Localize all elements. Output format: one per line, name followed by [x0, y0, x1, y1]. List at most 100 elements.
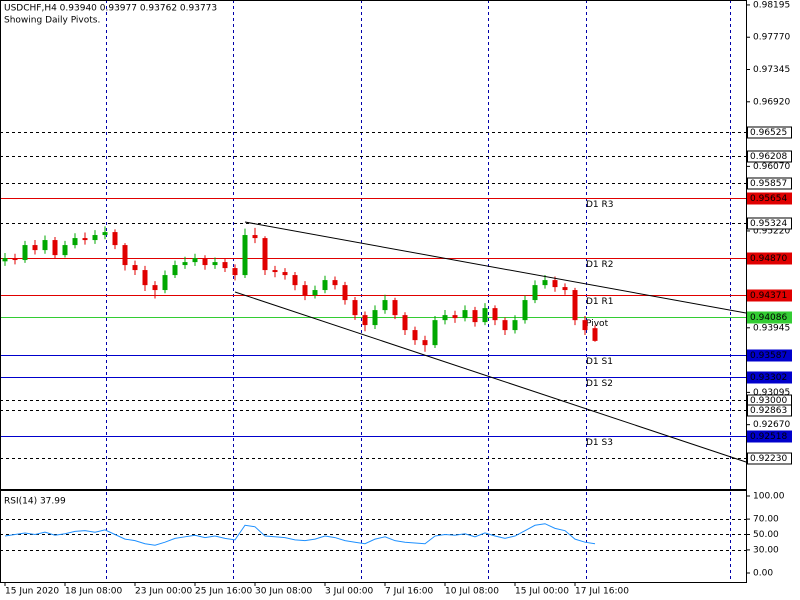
level-name: D1 R3 — [586, 200, 614, 210]
level-price-box — [747, 430, 792, 443]
chart-subtitle: Showing Daily Pivots. — [4, 16, 100, 26]
pivot-levels: D1 R3 D1 R2 D1 R1 Pivot D1 S1 D1 S2 D1 S3 — [0, 132, 746, 459]
candle-body — [22, 245, 28, 261]
candle-body — [342, 285, 348, 301]
candle-body — [232, 268, 238, 276]
y-tick-label: 70.00 — [753, 515, 779, 525]
x-tick-label: 15 Jun 2020 — [5, 587, 59, 597]
level-name: D1 R2 — [586, 260, 614, 270]
x-tick-label: 18 Jun 08:00 — [65, 587, 122, 597]
candle-body — [412, 330, 418, 341]
candle-body — [292, 275, 298, 286]
level-name: D1 S2 — [586, 379, 613, 389]
level-price-label: 0.92230 — [750, 454, 787, 464]
candle-body — [552, 280, 558, 288]
rsi-pane — [0, 519, 746, 551]
candle-body — [242, 235, 248, 276]
candle-body — [102, 232, 108, 236]
candle-body — [522, 300, 528, 321]
y-tick-label: 100.00 — [753, 492, 785, 502]
chart-title: USDCHF,H4 0.93940 0.93977 0.93762 0.9377… — [4, 4, 217, 14]
candle-body — [112, 232, 118, 246]
candle-body — [162, 275, 168, 291]
candle-body — [82, 238, 88, 241]
level-price-label: 0.95324 — [750, 219, 787, 229]
candle-body — [42, 240, 48, 251]
level-price-label: 0.96525 — [750, 128, 787, 138]
candle-body — [462, 310, 468, 319]
y-tick-label: 0.95220 — [753, 226, 790, 236]
level-price-box — [747, 404, 792, 417]
candle-body — [12, 258, 18, 261]
y-tick-label: 0.93945 — [753, 323, 790, 333]
candle-body — [312, 290, 318, 296]
rsi-title: RSI(14) 37.99 — [4, 497, 66, 507]
level-price-box — [747, 349, 792, 362]
x-tick-label: 23 Jun 00:00 — [135, 587, 192, 597]
candle-body — [572, 290, 578, 321]
level-price-box — [747, 217, 792, 230]
level-price-box — [747, 126, 792, 139]
candles — [2, 226, 598, 352]
candle-body — [2, 258, 8, 262]
level-name: D1 S3 — [586, 438, 613, 448]
candle-body — [182, 262, 188, 266]
candle-body — [382, 300, 388, 311]
y-tick-label: 0.00 — [753, 568, 773, 578]
candle-body — [482, 308, 488, 323]
x-tick-label: 3 Jul 00:00 — [325, 587, 374, 597]
candle-body — [542, 280, 548, 286]
level-price-box — [747, 452, 792, 465]
period-separators — [106, 0, 731, 582]
candle-body — [452, 315, 458, 319]
level-price-label: 0.92518 — [750, 432, 787, 442]
candle-body — [512, 320, 518, 331]
candle-body — [152, 285, 158, 291]
candle-body — [272, 270, 278, 273]
level-price-label: 0.92863 — [750, 406, 787, 416]
candle-body — [372, 310, 378, 326]
y-tick-label: 0.97345 — [753, 65, 790, 75]
trend-line — [244, 221, 747, 314]
candle-body — [222, 262, 228, 269]
candle-body — [32, 245, 38, 251]
level-price-box — [747, 311, 792, 324]
level-price-label: 0.93587 — [750, 351, 787, 361]
rsi-line — [4, 523, 596, 546]
level-price-box — [747, 252, 792, 265]
y-tick-label: 0.98195 — [753, 0, 790, 10]
y-tick-label: 0.92670 — [753, 420, 790, 430]
x-tick-label: 25 Jun 16:00 — [195, 587, 252, 597]
axes: 0.98195 0.97770 0.97345 0.96920 0.96070 0.952… — [4, 0, 792, 597]
trend-line — [234, 291, 747, 463]
level-name: D1 R1 — [586, 297, 614, 307]
candle-body — [202, 258, 208, 266]
level-price-label: 0.93302 — [750, 373, 787, 383]
pane-borders — [0, 0, 747, 583]
level-price-label: 0.95857 — [750, 179, 787, 189]
y-tick-label: 0.96920 — [753, 97, 790, 107]
candle-body — [592, 328, 598, 341]
candle-body — [402, 315, 408, 331]
candle-body — [472, 310, 478, 323]
candle-body — [282, 272, 288, 276]
y-tick-label: 0.96070 — [753, 162, 790, 172]
x-tick-label: 17 Jul 16:00 — [575, 587, 629, 597]
candle-body — [432, 320, 438, 346]
candle-body — [172, 265, 178, 276]
candle-body — [62, 245, 68, 256]
x-tick-label: 30 Jun 08:00 — [255, 587, 312, 597]
candle-body — [212, 262, 218, 266]
candle-body — [122, 245, 128, 266]
y-tick-label: 50.00 — [753, 530, 779, 540]
candle-body — [92, 235, 98, 241]
level-price-label: 0.95654 — [750, 194, 787, 204]
candle-body — [52, 240, 58, 256]
candle-body — [252, 235, 258, 239]
main-pane-border — [0, 0, 747, 490]
candle-body — [142, 270, 148, 286]
level-price-label: 0.94870 — [750, 254, 787, 264]
candle-body — [532, 285, 538, 301]
